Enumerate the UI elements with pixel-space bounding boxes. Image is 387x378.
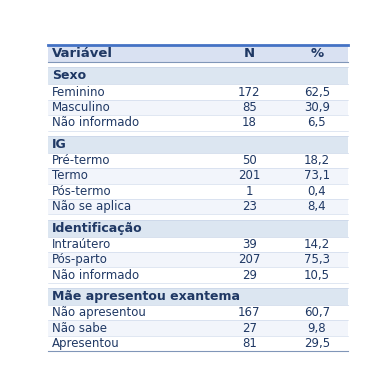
Text: Identificação: Identificação xyxy=(52,222,142,235)
Text: Masculino: Masculino xyxy=(52,101,111,114)
Text: 85: 85 xyxy=(242,101,257,114)
Text: 6,5: 6,5 xyxy=(308,116,326,129)
Text: Pós-parto: Pós-parto xyxy=(52,253,108,266)
Text: 75,3: 75,3 xyxy=(304,253,330,266)
Text: Pós-termo: Pós-termo xyxy=(52,185,111,198)
Bar xyxy=(48,168,348,184)
Text: Variável: Variável xyxy=(52,47,113,60)
Text: 201: 201 xyxy=(238,169,260,183)
Bar xyxy=(48,100,348,115)
Text: 27: 27 xyxy=(242,322,257,335)
Text: Feminino: Feminino xyxy=(52,85,106,99)
Bar xyxy=(48,252,348,268)
Bar xyxy=(48,84,348,100)
Bar xyxy=(48,288,348,305)
Text: Não apresentou: Não apresentou xyxy=(52,306,146,319)
Bar xyxy=(48,336,348,351)
Bar xyxy=(48,237,348,252)
Text: 62,5: 62,5 xyxy=(304,85,330,99)
Text: 167: 167 xyxy=(238,306,260,319)
Bar xyxy=(48,199,348,214)
Text: 81: 81 xyxy=(242,337,257,350)
Text: 8,4: 8,4 xyxy=(308,200,326,213)
Text: Mãe apresentou exantema: Mãe apresentou exantema xyxy=(52,290,240,303)
Text: 18: 18 xyxy=(242,116,257,129)
Text: Não se aplica: Não se aplica xyxy=(52,200,131,213)
Text: Não informado: Não informado xyxy=(52,116,139,129)
Bar xyxy=(48,184,348,199)
Bar xyxy=(48,115,348,131)
Bar xyxy=(48,268,348,283)
Text: 23: 23 xyxy=(242,200,257,213)
Text: Apresentou: Apresentou xyxy=(52,337,120,350)
Text: 14,2: 14,2 xyxy=(304,238,330,251)
Text: Pré-termo: Pré-termo xyxy=(52,154,110,167)
Text: 10,5: 10,5 xyxy=(304,269,330,282)
Text: Não informado: Não informado xyxy=(52,269,139,282)
Text: %: % xyxy=(310,47,324,60)
Text: 50: 50 xyxy=(242,154,257,167)
Bar xyxy=(48,45,348,62)
Text: IG: IG xyxy=(52,138,67,151)
Text: 60,7: 60,7 xyxy=(304,306,330,319)
Text: 18,2: 18,2 xyxy=(304,154,330,167)
Text: Termo: Termo xyxy=(52,169,88,183)
Text: Intraútero: Intraútero xyxy=(52,238,111,251)
Text: 30,9: 30,9 xyxy=(304,101,330,114)
Text: 39: 39 xyxy=(242,238,257,251)
Bar xyxy=(48,136,348,153)
Bar xyxy=(48,220,348,237)
Bar xyxy=(48,321,348,336)
Text: 29,5: 29,5 xyxy=(304,337,330,350)
Text: 9,8: 9,8 xyxy=(308,322,326,335)
Text: 1: 1 xyxy=(246,185,253,198)
Text: 172: 172 xyxy=(238,85,260,99)
Text: 207: 207 xyxy=(238,253,260,266)
Text: 0,4: 0,4 xyxy=(308,185,326,198)
Text: Sexo: Sexo xyxy=(52,70,86,82)
Bar xyxy=(48,68,348,84)
Text: N: N xyxy=(244,47,255,60)
Text: 73,1: 73,1 xyxy=(304,169,330,183)
Bar xyxy=(48,153,348,168)
Bar xyxy=(48,305,348,321)
Text: 29: 29 xyxy=(242,269,257,282)
Text: Não sabe: Não sabe xyxy=(52,322,107,335)
